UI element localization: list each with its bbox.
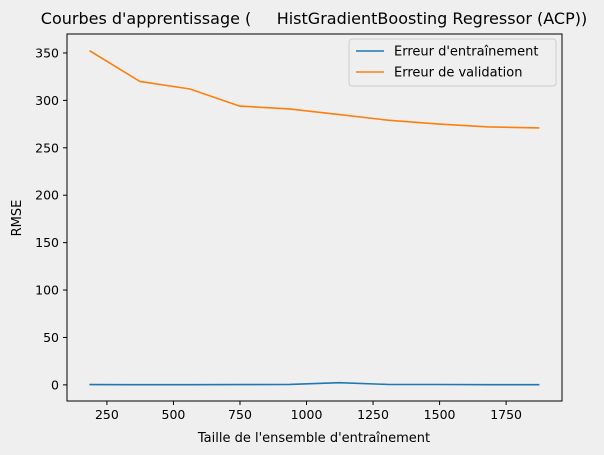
y-axis-label: RMSE <box>10 200 25 237</box>
series-line-train <box>89 381 540 386</box>
x-tick-label: 1500 <box>424 407 456 422</box>
x-tick-label: 1750 <box>490 407 522 422</box>
x-tick-label: 750 <box>228 407 252 422</box>
legend-label-train: Erreur d'entraînement <box>394 45 538 60</box>
x-tick-label: 500 <box>162 407 186 422</box>
plot-area <box>66 33 563 402</box>
series-line-validation <box>89 50 540 129</box>
y-tick-label: 300 <box>35 93 59 108</box>
y-tick-label: 150 <box>35 235 59 250</box>
x-tick-label: 1250 <box>357 407 389 422</box>
y-tick-label: 0 <box>51 377 59 392</box>
y-tick-label: 200 <box>35 188 59 203</box>
legend-label-validation: Erreur de validation <box>394 66 523 81</box>
y-axis: 0 50 100 150 200 250 300 350 <box>35 45 67 392</box>
x-tick-label: 250 <box>95 407 119 422</box>
x-axis-label: Taille de l'ensemble d'entraînement <box>197 431 430 446</box>
legend: Erreur d'entraînement Erreur de validati… <box>348 38 557 87</box>
y-tick-label: 350 <box>35 45 59 60</box>
x-tick-label: 1000 <box>291 407 323 422</box>
series-lines <box>89 50 540 386</box>
y-tick-label: 250 <box>35 140 59 155</box>
y-tick-label: 50 <box>43 330 59 345</box>
chart-title: Courbes d'apprentissage ( HistGradientBo… <box>41 9 587 28</box>
legend-box <box>348 38 557 87</box>
x-axis: 250 500 750 1000 1250 1500 1750 <box>95 401 522 422</box>
y-tick-label: 100 <box>35 283 59 298</box>
